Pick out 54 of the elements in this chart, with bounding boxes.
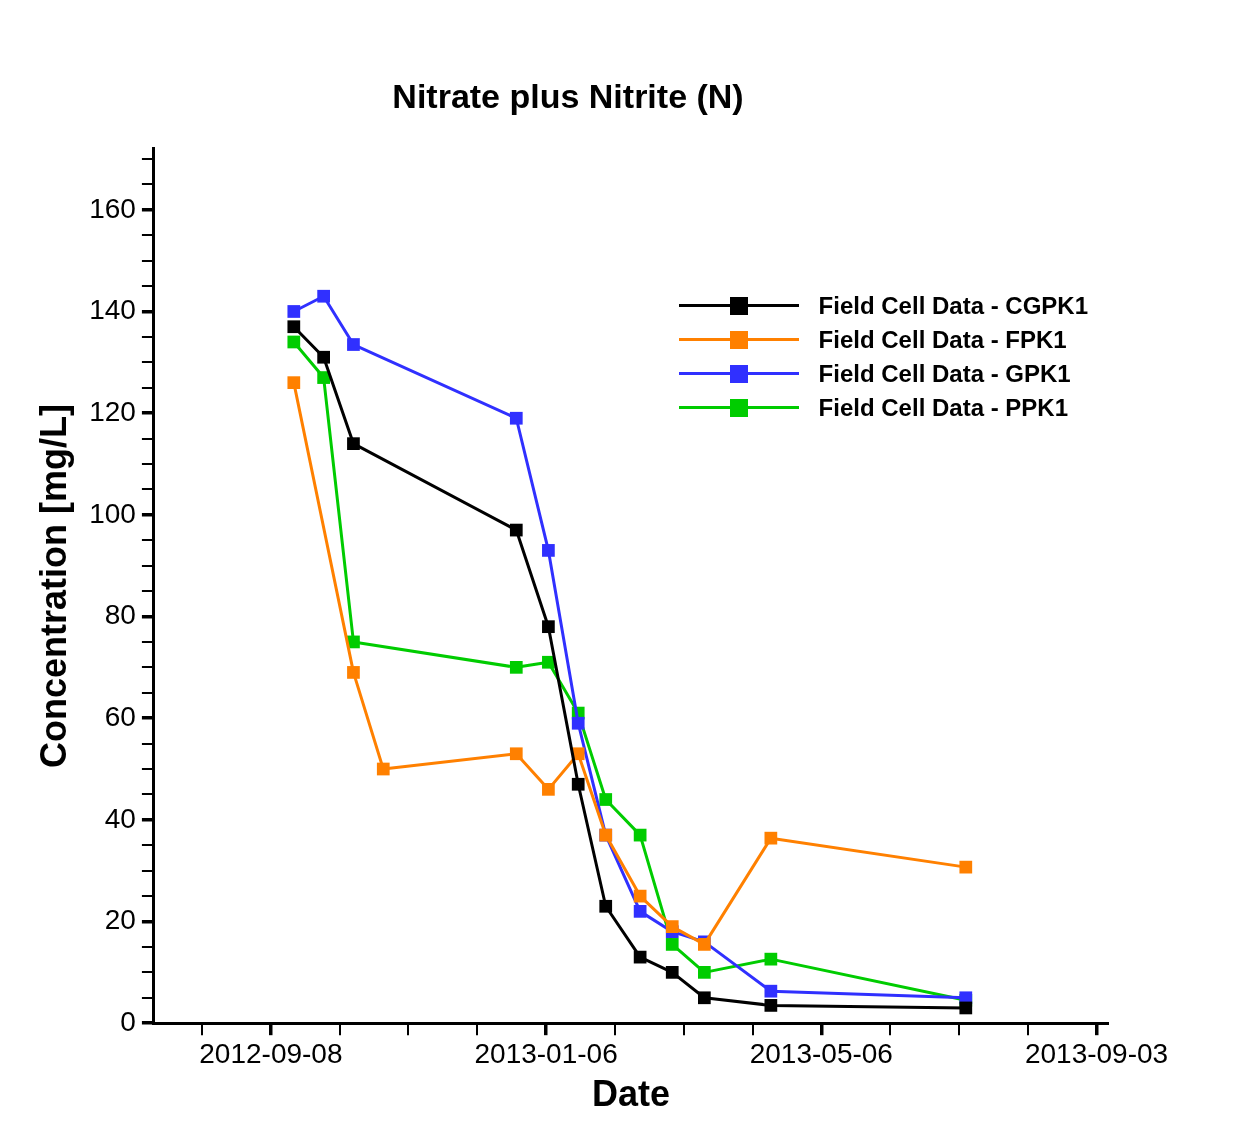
- point: [347, 338, 360, 351]
- legend-label: Field Cell Data - PPK1: [818, 393, 1069, 422]
- chart-title: Nitrate plus Nitrite (N): [392, 76, 744, 115]
- point: [347, 666, 360, 679]
- y-tick-label: 80: [104, 599, 136, 631]
- y-tick-label: 60: [104, 700, 136, 732]
- point: [959, 1001, 973, 1015]
- point: [542, 782, 555, 796]
- point: [509, 523, 523, 537]
- point: [697, 966, 711, 979]
- point: [317, 350, 330, 364]
- point: [599, 899, 613, 913]
- point: [347, 437, 360, 451]
- x-tick-label: 2013-09-03: [1024, 1037, 1169, 1069]
- y-tick-label: 100: [89, 497, 136, 529]
- point: [764, 984, 778, 998]
- point: [665, 966, 679, 979]
- point: [509, 660, 523, 674]
- x-tick-label: 2013-01-06: [474, 1037, 618, 1069]
- point: [764, 999, 778, 1012]
- x-tick-label: 2012-09-08: [199, 1037, 343, 1069]
- y-tick-label: 120: [89, 395, 136, 427]
- point: [959, 860, 973, 874]
- point: [287, 376, 301, 390]
- legend-label: Field Cell Data - CGPK1: [818, 291, 1088, 320]
- x-axis-title: Date: [591, 1073, 670, 1115]
- point: [317, 289, 330, 303]
- x-tick-label: 2013-05-06: [749, 1037, 893, 1069]
- point: [509, 411, 523, 425]
- point: [764, 831, 778, 845]
- point: [509, 747, 523, 761]
- point: [287, 305, 301, 318]
- point: [317, 371, 330, 384]
- point: [665, 920, 679, 933]
- point: [599, 793, 613, 806]
- y-tick-label: 160: [89, 192, 136, 224]
- legend-label: Field Cell Data - GPK1: [818, 359, 1071, 388]
- point: [697, 991, 711, 1005]
- point: [571, 777, 585, 791]
- point: [665, 938, 679, 951]
- y-tick-label: 20: [104, 904, 136, 936]
- point: [571, 716, 585, 730]
- y-tick-label: 0: [120, 1005, 136, 1037]
- point: [542, 620, 555, 634]
- point: [376, 762, 390, 776]
- y-tick-label: 140: [89, 294, 136, 326]
- point: [633, 904, 647, 918]
- point: [287, 320, 301, 334]
- y-axis-title: Concentration [mg/L]: [32, 404, 74, 768]
- point: [542, 544, 555, 557]
- point: [287, 335, 301, 349]
- y-tick-label: 40: [104, 802, 136, 834]
- legend-label: Field Cell Data - FPK1: [818, 325, 1067, 354]
- point: [764, 952, 778, 966]
